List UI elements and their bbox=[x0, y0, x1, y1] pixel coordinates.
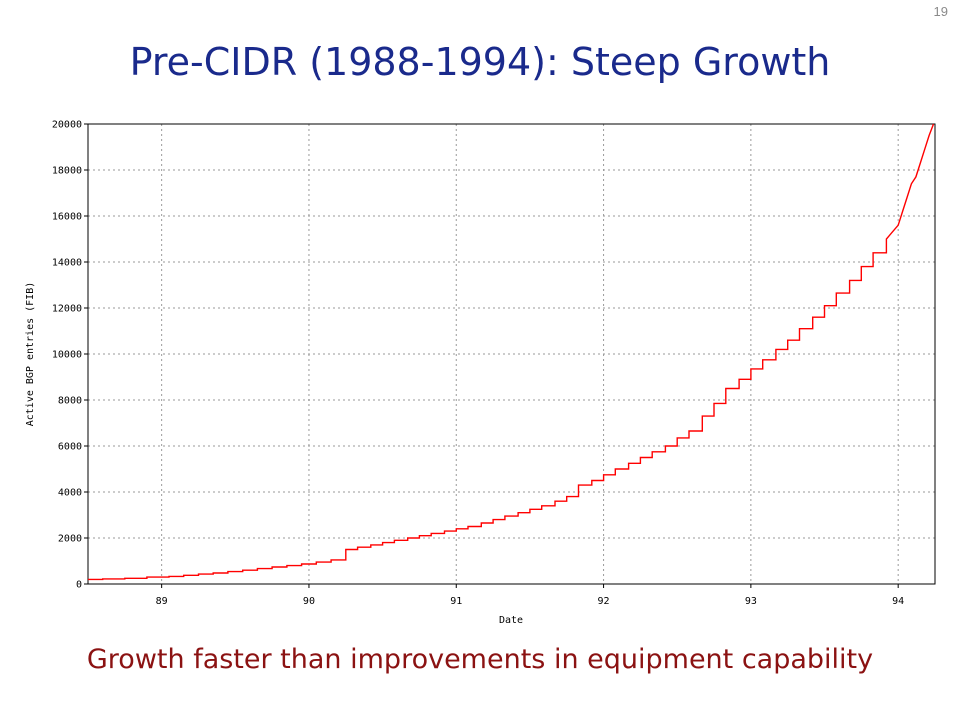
grid-lines bbox=[88, 124, 935, 584]
y-axis-title: Active BGP entries (FIB) bbox=[25, 282, 36, 427]
x-tick-label: 92 bbox=[598, 596, 610, 607]
x-tick-label: 91 bbox=[450, 596, 462, 607]
y-tick-label: 12000 bbox=[52, 304, 82, 315]
bgp-growth-chart: 89 90 91 92 93 94 0 2000 4000 6000 8000 10000 12000… bbox=[25, 120, 936, 626]
x-tick-label: 90 bbox=[303, 596, 315, 607]
y-tick-label: 16000 bbox=[52, 212, 82, 223]
series-line-0 bbox=[88, 123, 935, 581]
x-tick-label: 94 bbox=[892, 596, 904, 607]
y-tick-label: 8000 bbox=[58, 396, 82, 407]
y-tick-label: 10000 bbox=[52, 350, 82, 361]
y-tick-label: 18000 bbox=[52, 166, 82, 177]
y-tick-label: 6000 bbox=[58, 442, 82, 453]
y-tick-label: 20000 bbox=[52, 120, 82, 131]
y-tick-group: 0 2000 4000 6000 8000 10000 12000 14000 16000 180… bbox=[52, 120, 88, 591]
y-tick-label: 4000 bbox=[58, 488, 82, 499]
y-tick-label: 14000 bbox=[52, 258, 82, 269]
x-axis-title: Date bbox=[499, 615, 523, 626]
x-tick-label: 89 bbox=[156, 596, 168, 607]
series-group bbox=[88, 123, 935, 581]
x-tick-group: 89 90 91 92 93 94 bbox=[156, 584, 904, 607]
y-tick-label: 2000 bbox=[58, 534, 82, 545]
slide-caption: Growth faster than improvements in equip… bbox=[86, 644, 874, 675]
y-tick-label: 0 bbox=[76, 580, 82, 591]
slide-number: 19 bbox=[933, 4, 948, 19]
x-tick-label: 93 bbox=[745, 596, 757, 607]
plot-area-background bbox=[88, 124, 935, 584]
slide-title: Pre-CIDR (1988-1994): Steep Growth bbox=[129, 40, 831, 84]
